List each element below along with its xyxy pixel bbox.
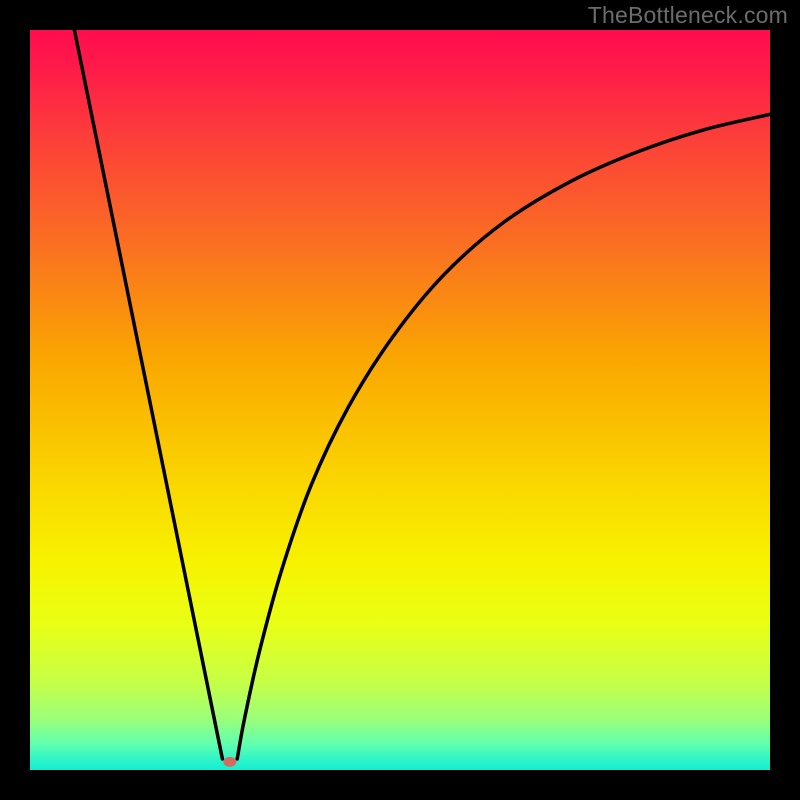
gradient-background [30,30,770,770]
plot-svg [30,30,770,770]
plot-area [30,30,770,770]
watermark-text: TheBottleneck.com [588,2,788,29]
minimum-marker [223,757,236,767]
